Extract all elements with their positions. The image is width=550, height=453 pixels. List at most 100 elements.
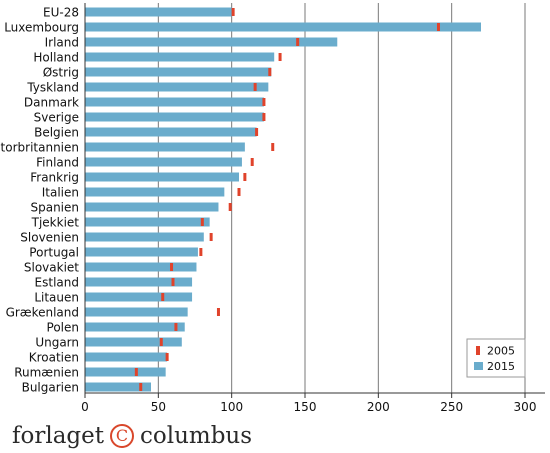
category-label: Irland [45, 36, 79, 50]
legend: 2005 2015 [466, 338, 526, 378]
bar-2015 [85, 127, 257, 137]
bar-2015 [85, 67, 272, 77]
bars [85, 7, 481, 392]
category-label: Holland [33, 51, 79, 65]
category-label: Estland [35, 276, 79, 290]
bar-2015 [85, 112, 264, 122]
category-label: Italien [42, 186, 79, 200]
brand-left: forlaget [12, 423, 104, 449]
x-tick-label: 250 [440, 400, 463, 414]
category-label: Danmark [24, 96, 79, 110]
x-tick-label: 0 [81, 400, 89, 414]
bar-2015 [85, 7, 232, 17]
brand-right: columbus [140, 423, 253, 449]
bar-2015 [85, 187, 225, 197]
bar-2015 [85, 142, 245, 152]
bar-2015 [85, 337, 182, 347]
bar-2015 [85, 277, 193, 287]
bar-2015 [85, 292, 193, 302]
marker-2005 [165, 353, 169, 361]
marker-2005 [278, 53, 282, 61]
category-labels: EU-28LuxembourgIrlandHollandØstrigTyskla… [0, 6, 79, 395]
category-label: Litauen [34, 291, 79, 305]
marker-2005 [209, 233, 213, 241]
marker-2005 [296, 38, 300, 46]
category-label: Grækenland [6, 306, 79, 320]
legend-swatch-2005 [476, 346, 480, 355]
marker-2005 [139, 383, 143, 391]
legend-label-2005: 2005 [487, 345, 515, 358]
marker-2005 [170, 263, 174, 271]
category-label: Polen [47, 321, 79, 335]
bar-2015 [85, 172, 239, 182]
bar-2015 [85, 157, 242, 167]
marker-2005 [253, 83, 257, 91]
marker-2005 [200, 218, 204, 226]
bar-2015 [85, 262, 197, 272]
x-axis: 0 50 100 150 200 250 300 [81, 3, 545, 414]
marker-2005 [231, 8, 235, 16]
bar-2015 [85, 97, 264, 107]
x-tick-label: 300 [514, 400, 537, 414]
bar-2015 [85, 82, 269, 92]
bar-2015 [85, 367, 166, 377]
category-label: Slovenien [20, 231, 79, 245]
bar-2015 [85, 37, 338, 47]
category-label: Luxembourg [4, 21, 79, 35]
marker-2005 [199, 248, 203, 256]
bar-2015 [85, 382, 151, 392]
marker-2005 [255, 128, 259, 136]
markers-2005 [134, 8, 440, 391]
category-label: Ungarn [35, 336, 79, 350]
marker-2005 [228, 203, 232, 211]
marker-2005 [268, 68, 272, 76]
x-tick-label: 50 [151, 400, 166, 414]
category-label: Østrig [43, 66, 79, 80]
marker-2005 [262, 113, 266, 121]
category-label: Rumænien [14, 366, 79, 380]
category-label: Frankrig [30, 171, 79, 185]
legend-label-2015: 2015 [487, 360, 515, 373]
bar-2015 [85, 52, 275, 62]
category-label: Tjekkiet [31, 216, 80, 230]
x-tick-label: 150 [294, 400, 317, 414]
category-label: Storbritannien [0, 141, 79, 155]
copyright-icon: C [110, 424, 134, 448]
legend-box [466, 338, 526, 378]
bar-2015 [85, 22, 481, 32]
category-label: Tyskland [26, 81, 79, 95]
marker-2005 [174, 323, 178, 331]
marker-2005 [161, 293, 165, 301]
category-label: EU-28 [43, 6, 79, 20]
bar-2015 [85, 217, 210, 227]
x-tick-label: 100 [220, 400, 243, 414]
marker-2005 [436, 23, 440, 31]
chart: EU-28LuxembourgIrlandHollandØstrigTyskla… [0, 3, 545, 414]
marker-2005 [237, 188, 241, 196]
marker-2005 [171, 278, 175, 286]
bar-2015 [85, 232, 204, 242]
category-label: Bulgarien [22, 381, 79, 395]
marker-2005 [159, 338, 163, 346]
marker-2005 [262, 98, 266, 106]
category-label: Spanien [30, 201, 79, 215]
category-label: Portugal [29, 246, 79, 260]
category-label: Slovakiet [24, 261, 79, 275]
bar-2015 [85, 352, 168, 362]
marker-2005 [271, 143, 275, 151]
publisher-logo: forlaget C columbus [12, 420, 252, 452]
x-tick-label: 200 [367, 400, 390, 414]
marker-2005 [134, 368, 138, 376]
marker-2005 [250, 158, 254, 166]
category-label: Kroatien [29, 351, 79, 365]
legend-swatch-2015 [474, 362, 483, 370]
bar-2015 [85, 307, 188, 317]
category-label: Finland [36, 156, 79, 170]
bar-2015 [85, 322, 185, 332]
category-label: Belgien [34, 126, 79, 140]
bar-2015 [85, 202, 219, 212]
category-label: Sverige [34, 111, 79, 125]
bar-2015 [85, 247, 198, 257]
marker-2005 [216, 308, 220, 316]
marker-2005 [243, 173, 247, 181]
